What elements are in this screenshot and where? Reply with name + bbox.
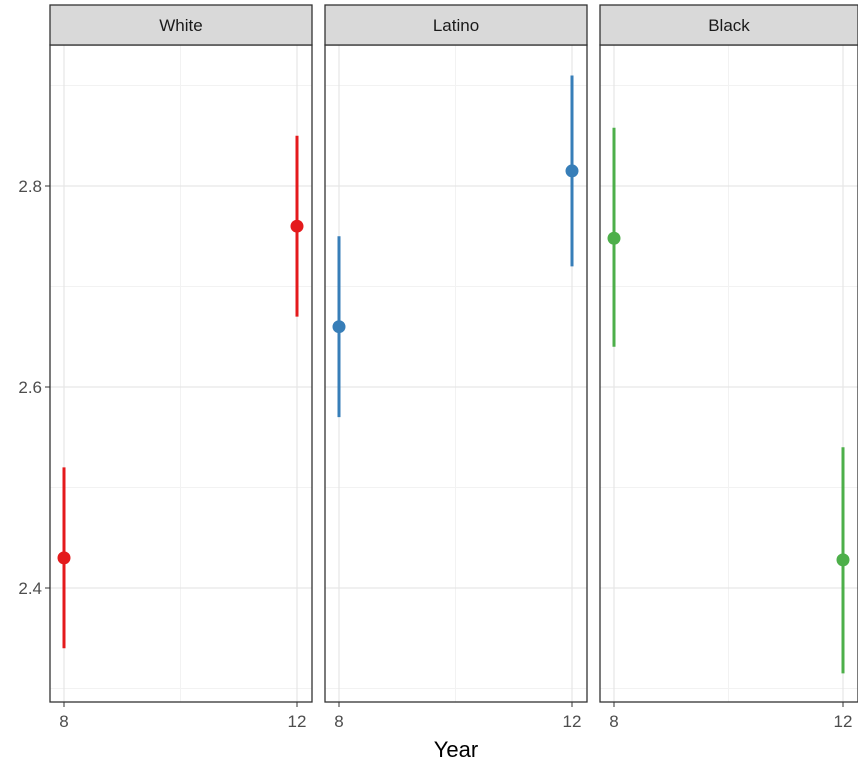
x-tick-label: 8 [334,712,343,731]
series-latino [332,75,579,418]
x-tick-label: 8 [59,712,68,731]
y-tick-label: 2.6 [18,378,42,397]
facets-layer: White 8 12 Latino 8 12 Black 8 12 [49,4,858,731]
y-tick-label: 2.8 [18,177,42,196]
data-point [332,320,346,334]
facet-strip [599,4,858,46]
data-point [290,219,304,233]
series-white [57,135,304,649]
facet-label: White [159,16,202,35]
y-tick-label: 2.4 [18,579,42,598]
facet-label: Latino [433,16,479,35]
data-point [57,551,71,565]
facet-panel-latino: Latino 8 12 [324,4,588,731]
data-point [565,164,579,178]
facet-label: Black [708,16,750,35]
series-black [607,127,850,674]
y-axis: 2.4 2.6 2.8 [18,177,50,598]
x-tick-label: 12 [834,712,853,731]
facet-strip [49,4,313,46]
x-tick-label: 12 [288,712,307,731]
x-axis-title: Year [434,737,478,762]
facet-panel-black: Black 8 12 [599,4,858,731]
x-tick-label: 12 [563,712,582,731]
data-point [607,231,621,245]
facet-panel-white: White 8 12 [49,4,313,731]
data-point [836,553,850,567]
facet-strip [324,4,588,46]
x-tick-label: 8 [609,712,618,731]
